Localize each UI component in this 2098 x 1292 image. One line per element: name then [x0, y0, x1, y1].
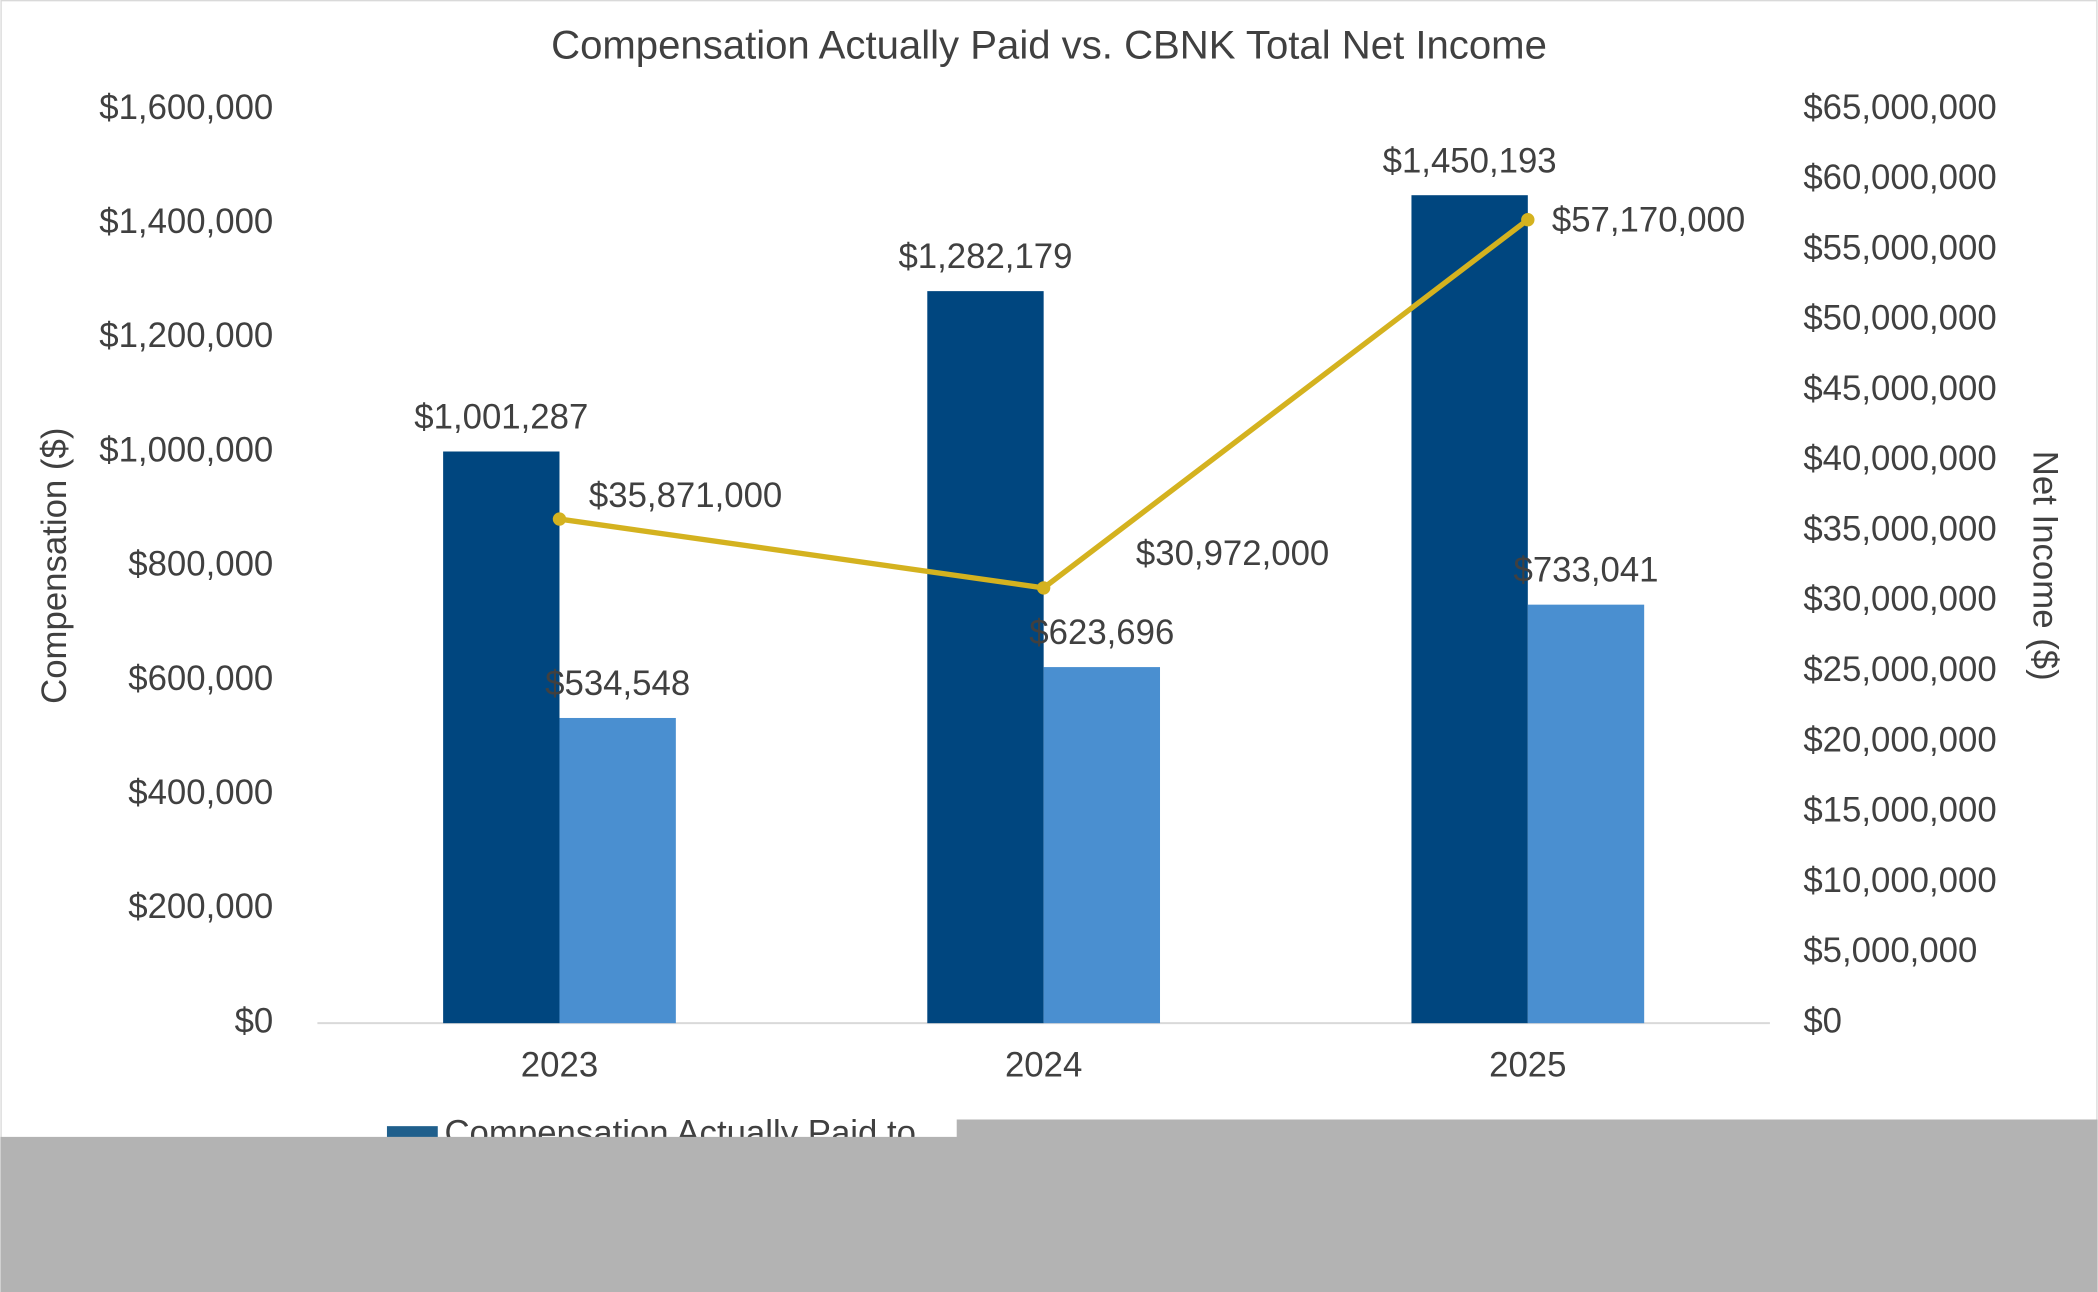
- line-point: [552, 512, 567, 526]
- x-tick-label: 2025: [1489, 1046, 1566, 1084]
- y2-tick-label: $35,000,000: [1803, 510, 1996, 548]
- y2-tick-label: $15,000,000: [1803, 792, 1996, 830]
- line-value-label: $35,871,000: [589, 477, 782, 515]
- bar: [1043, 667, 1161, 1024]
- y2-tick-label: $60,000,000: [1803, 159, 1996, 197]
- y2-tick-label: $50,000,000: [1803, 300, 1996, 338]
- y2-tick-label: $0: [1803, 1002, 1842, 1040]
- y2-axis-label: Net Income ($): [2026, 451, 2064, 681]
- bar-value-label: $534,548: [545, 665, 690, 703]
- bar: [1527, 604, 1645, 1024]
- y2-tick-label: $5,000,000: [1803, 932, 1977, 970]
- y-tick-label: $800,000: [128, 546, 273, 584]
- y2-tick-label: $55,000,000: [1803, 229, 1996, 267]
- y-tick-label: $1,200,000: [99, 317, 273, 355]
- y2-tick-label: $65,000,000: [1803, 89, 1996, 127]
- y-tick-label: $600,000: [128, 660, 273, 698]
- y2-tick-label: $20,000,000: [1803, 721, 1996, 759]
- bar-value-label: $1,282,179: [898, 238, 1072, 276]
- y-tick-label: $1,400,000: [99, 203, 273, 241]
- y2-tick-label: $40,000,000: [1803, 440, 1996, 478]
- bar-value-label: $1,001,287: [414, 399, 588, 437]
- line-value-label: $57,170,000: [1552, 202, 1745, 240]
- chart-title: Compensation Actually Paid vs. CBNK Tota…: [551, 23, 1547, 68]
- line-value-label: $30,972,000: [1136, 535, 1329, 573]
- bar: [559, 717, 676, 1024]
- y2-tick-label: $25,000,000: [1803, 651, 1996, 689]
- line-point: [1036, 581, 1051, 595]
- y-tick-label: $0: [235, 1002, 274, 1040]
- bar: [443, 451, 560, 1024]
- x-tick-label: 2024: [1005, 1046, 1082, 1084]
- bar-value-label: $733,041: [1513, 552, 1658, 590]
- bar: [1411, 195, 1528, 1024]
- y-tick-label: $200,000: [128, 888, 273, 926]
- y2-tick-label: $10,000,000: [1803, 862, 1996, 900]
- x-tick-label: 2023: [521, 1046, 598, 1084]
- y-tick-label: $1,600,000: [99, 89, 273, 127]
- bar-value-label: $1,450,193: [1383, 142, 1557, 180]
- y2-tick-label: $45,000,000: [1803, 370, 1996, 408]
- bar-value-label: $623,696: [1029, 614, 1174, 652]
- bar: [927, 291, 1044, 1024]
- y-axis-label: Compensation ($): [36, 428, 74, 704]
- obscuring-overlay: [0, 1119, 2098, 1292]
- y2-tick-label: $30,000,000: [1803, 581, 1996, 619]
- y-tick-label: $400,000: [128, 774, 273, 812]
- y-tick-label: $1,000,000: [99, 431, 273, 469]
- line-point: [1521, 213, 1535, 227]
